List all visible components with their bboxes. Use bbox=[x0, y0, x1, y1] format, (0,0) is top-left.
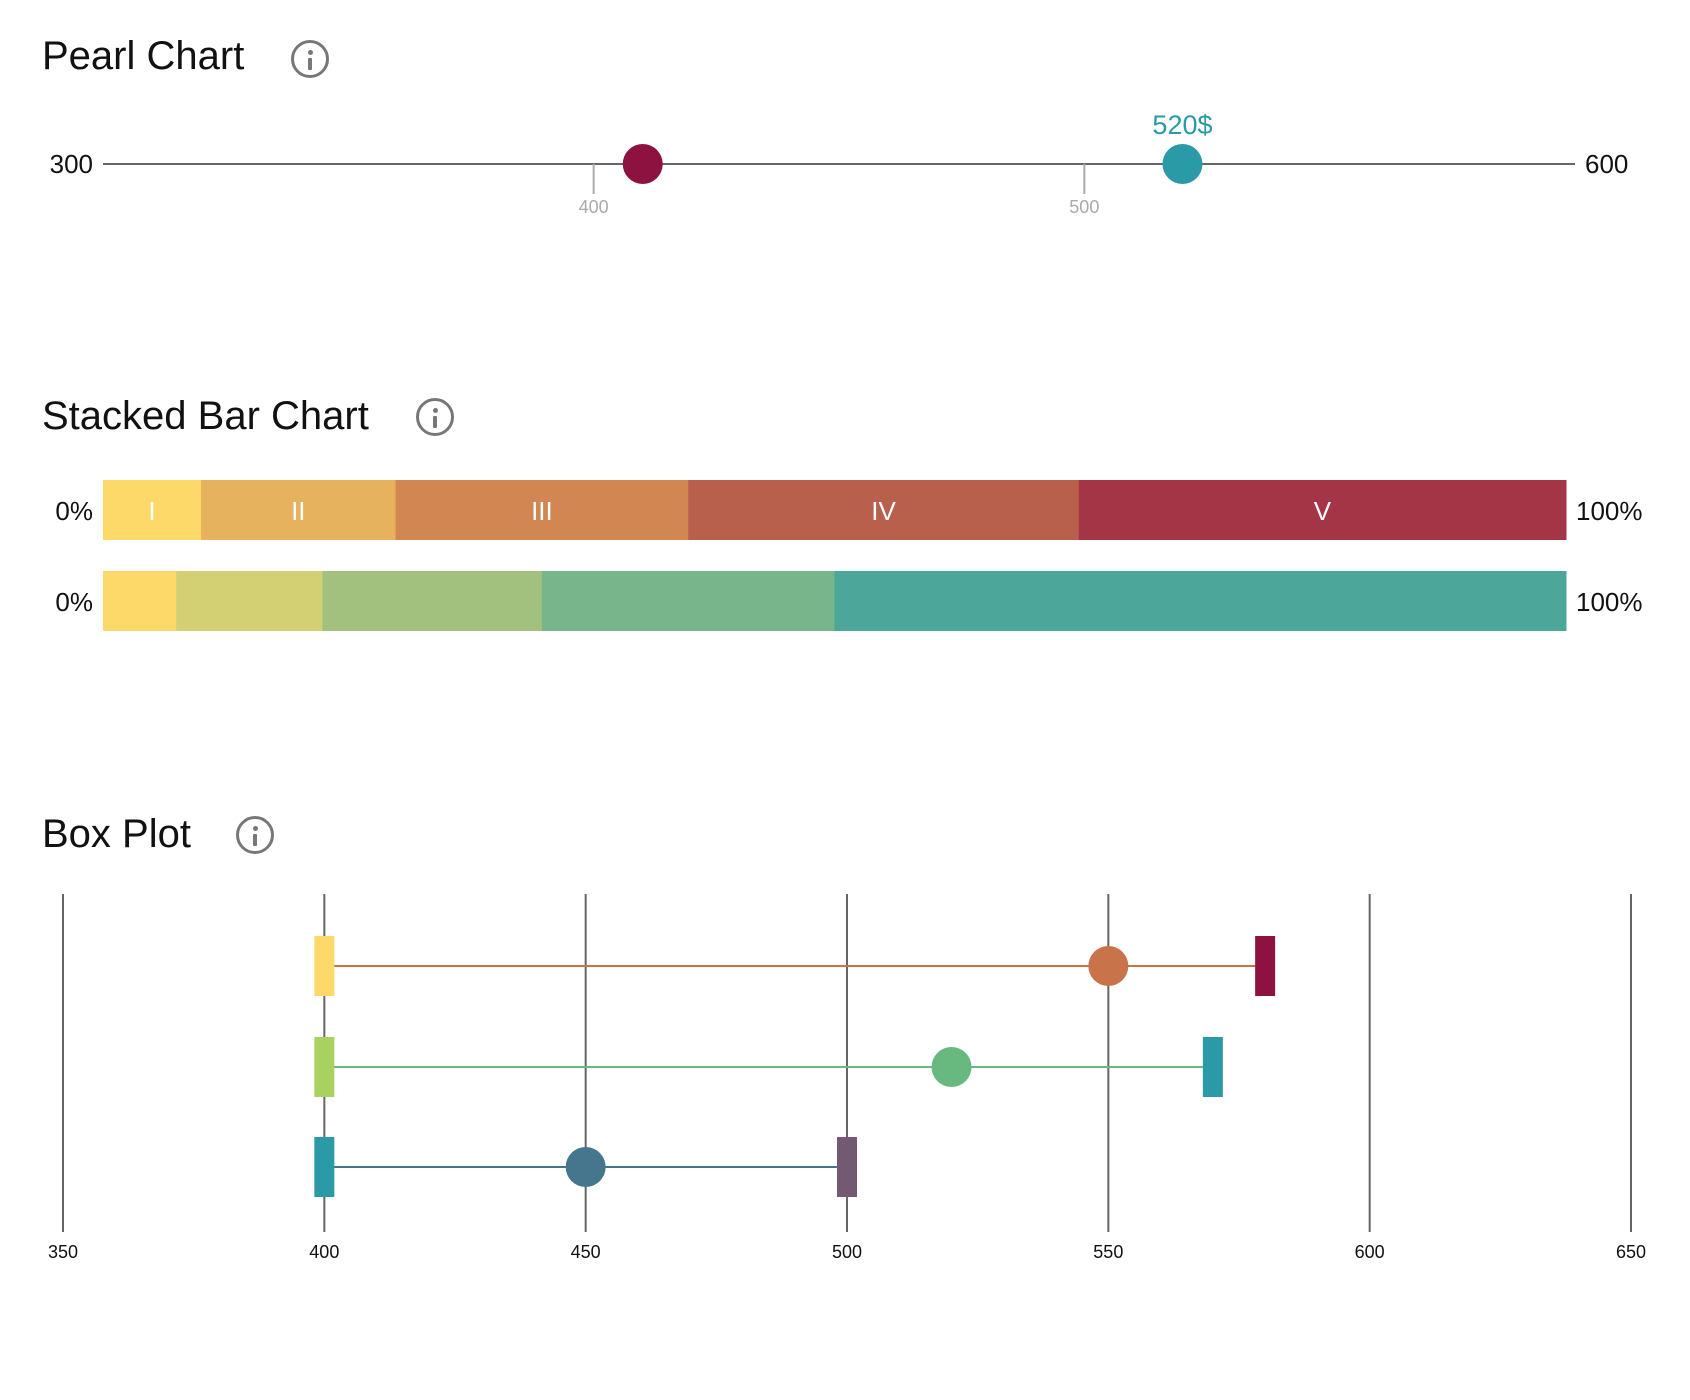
box-mid-point bbox=[1088, 946, 1129, 986]
pearl-point bbox=[1162, 144, 1203, 184]
stacked-segment-label: IV bbox=[871, 496, 896, 526]
stacked-bar-segment bbox=[103, 480, 202, 540]
info-icon[interactable] bbox=[416, 398, 454, 436]
pearl-max-label: 600 bbox=[1585, 149, 1628, 179]
box-plot: 350 400 450 500 550 600 650 bbox=[48, 894, 1646, 1262]
stacked-segment-label: II bbox=[291, 496, 305, 526]
pearl-point-label: 520$ bbox=[1152, 110, 1212, 140]
stacked-bar-segment bbox=[688, 480, 1080, 540]
stacked-bar-segment bbox=[201, 480, 397, 540]
stacked-bar-segment bbox=[395, 480, 689, 540]
stacked-start-label: 0% bbox=[55, 496, 93, 526]
stacked-end-label: 100% bbox=[1576, 496, 1643, 526]
box-mid-point bbox=[931, 1047, 972, 1087]
box-max-marker bbox=[1255, 936, 1276, 996]
box-max-marker bbox=[837, 1137, 857, 1197]
box-min-marker bbox=[314, 1037, 335, 1097]
stacked-bar-segment bbox=[541, 571, 835, 631]
stacked-start-label: 0% bbox=[55, 587, 93, 617]
box-tick-label: 450 bbox=[571, 1242, 601, 1262]
box-tick-label: 350 bbox=[48, 1242, 78, 1262]
box-tick-label: 650 bbox=[1616, 1242, 1646, 1262]
box-max-marker bbox=[1202, 1037, 1223, 1097]
pearl-point bbox=[622, 144, 663, 184]
info-icon[interactable] bbox=[291, 40, 329, 78]
pearl-chart: 300 600 400 500 520$ bbox=[50, 110, 1629, 217]
stacked-bar-segment bbox=[176, 571, 323, 631]
box-mid-point bbox=[565, 1147, 606, 1187]
stacked-segment-label: III bbox=[531, 496, 553, 526]
stacked-segment-label: I bbox=[148, 496, 155, 526]
stacked-bar-segment bbox=[1078, 480, 1567, 540]
box-tick-label: 400 bbox=[309, 1242, 339, 1262]
box-tick-label: 550 bbox=[1093, 1242, 1123, 1262]
box-tick-label: 600 bbox=[1355, 1242, 1385, 1262]
stacked-bar-chart-title: Stacked Bar Chart bbox=[42, 394, 369, 438]
box-plot-title: Box Plot bbox=[42, 812, 191, 856]
stacked-bar-segment bbox=[322, 571, 543, 631]
stacked-segment-label: V bbox=[1314, 496, 1332, 526]
pearl-tick-label: 500 bbox=[1069, 197, 1099, 217]
box-min-marker bbox=[314, 1137, 335, 1197]
box-tick-label: 500 bbox=[832, 1242, 862, 1262]
pearl-min-label: 300 bbox=[50, 149, 93, 179]
pearl-chart-title: Pearl Chart bbox=[42, 34, 245, 78]
stacked-bar-chart: I II III IV V0% 100%0% 100% bbox=[55, 480, 1643, 631]
info-icon[interactable] bbox=[236, 816, 274, 854]
stacked-bar-segment bbox=[834, 571, 1567, 631]
box-min-marker bbox=[314, 936, 335, 996]
pearl-tick-label: 400 bbox=[579, 197, 609, 217]
stacked-bar-segment bbox=[103, 571, 177, 631]
stacked-end-label: 100% bbox=[1576, 587, 1643, 617]
